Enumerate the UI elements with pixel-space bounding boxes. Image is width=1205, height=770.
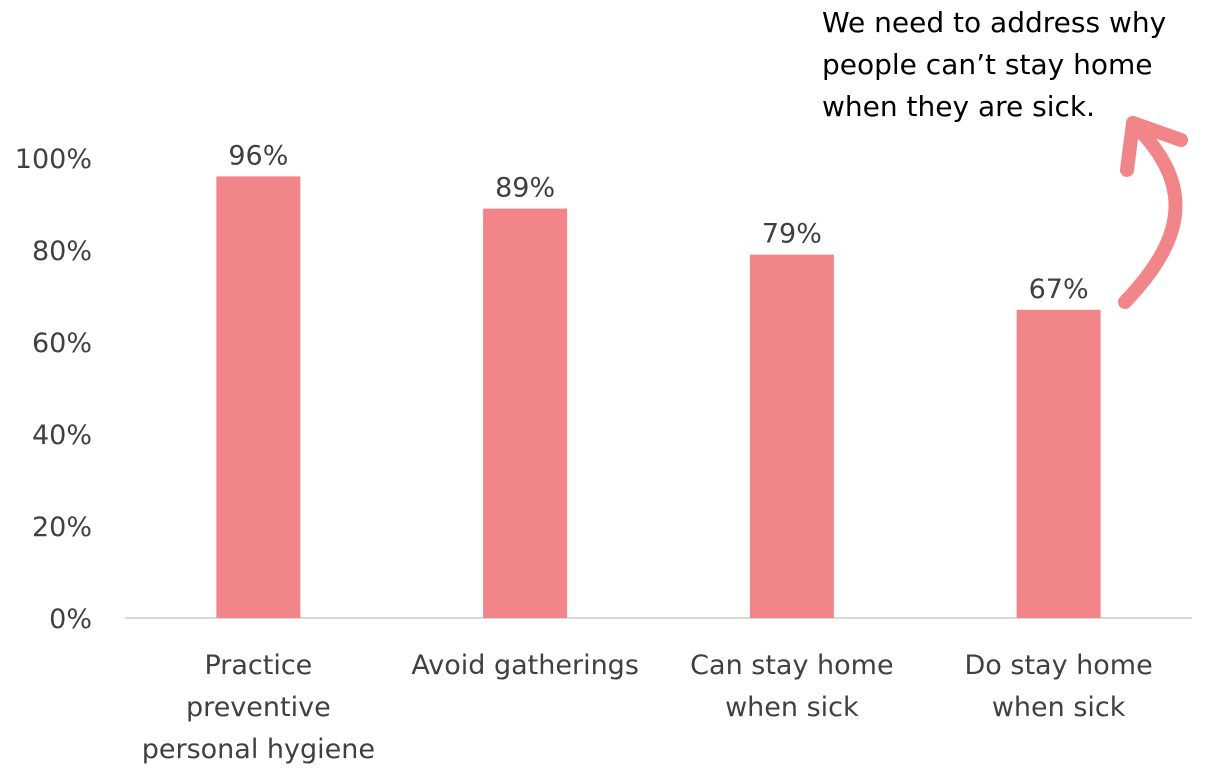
data-label: 96% [228, 140, 288, 171]
annotation-arrow-icon [1118, 116, 1183, 309]
data-label: 79% [762, 219, 822, 250]
annotation-arrowhead-icon [1120, 116, 1188, 177]
bar [1016, 309, 1101, 618]
annotation-text: We need to address why people can’t stay… [822, 6, 1167, 123]
data-labels: 96% 89% 79% 67% [228, 140, 1088, 304]
y-tick-label: 40% [32, 420, 92, 451]
data-label: 89% [495, 173, 555, 204]
y-tick-label: 0% [49, 604, 92, 635]
x-category-label: Can stay home when sick [690, 650, 893, 723]
bar [216, 176, 301, 618]
y-tick-label: 80% [32, 236, 92, 267]
x-category-label: Avoid gatherings [411, 650, 639, 681]
bars [216, 176, 1101, 618]
bar [483, 208, 568, 618]
y-axis-ticks: 0% 20% 40% 60% 80% 100% [15, 144, 92, 635]
x-category-label: Practice preventive personal hygiene [142, 650, 375, 765]
bar [749, 254, 834, 618]
data-label: 67% [1029, 274, 1089, 305]
y-tick-label: 100% [15, 144, 92, 175]
y-tick-label: 20% [32, 512, 92, 543]
y-tick-label: 60% [32, 328, 92, 359]
category-labels: Practice preventive personal hygiene Avoid … [142, 650, 1153, 765]
x-category-label: Do stay home when sick [965, 650, 1153, 723]
